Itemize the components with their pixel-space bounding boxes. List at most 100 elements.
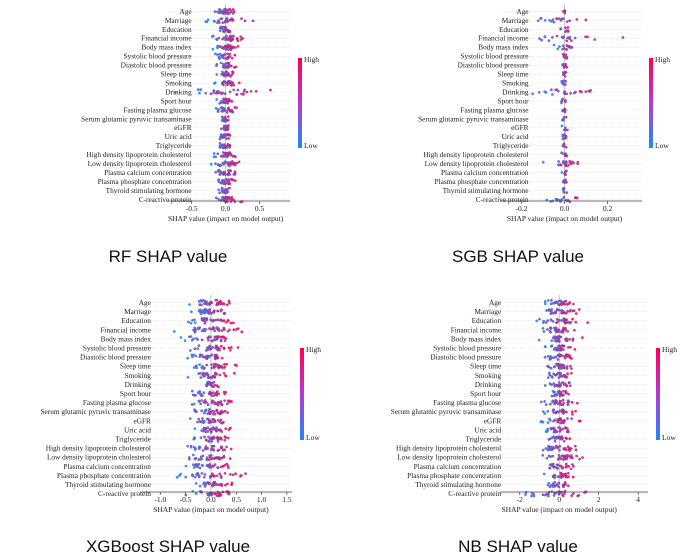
- shap-point: [569, 364, 572, 368]
- shap-point: [224, 81, 228, 85]
- shap-point: [200, 310, 204, 314]
- shap-point: [562, 311, 566, 315]
- shap-point: [551, 464, 554, 468]
- shap-point: [558, 394, 562, 398]
- shap-point: [225, 66, 229, 69]
- feature-label: Uric acid: [124, 425, 151, 434]
- feature-label: Thyroid stimulating hormone: [443, 186, 529, 195]
- shap-point: [557, 485, 561, 489]
- shap-point: [559, 383, 563, 386]
- shap-point: [561, 161, 565, 165]
- shap-point: [561, 144, 565, 147]
- shap-point: [205, 401, 208, 404]
- shap-point: [216, 169, 220, 173]
- shap-point: [206, 430, 210, 433]
- shap-point: [220, 430, 223, 433]
- x-tick-label: 2: [597, 495, 601, 504]
- shap-point: [551, 36, 554, 39]
- shap-point: [565, 48, 568, 51]
- shap-point: [207, 302, 211, 305]
- shap-point: [225, 177, 228, 181]
- shap-point: [551, 484, 555, 488]
- shap-point: [206, 18, 210, 22]
- feature-label: Uric acid: [165, 132, 192, 141]
- feature-label: Triglyceride: [465, 434, 501, 443]
- shap-point: [231, 473, 235, 477]
- shap-point: [217, 327, 220, 331]
- shap-point: [192, 453, 195, 457]
- shap-point: [568, 446, 572, 450]
- nb-colorbar-low-label: Low: [662, 433, 676, 442]
- shap-point: [207, 338, 210, 342]
- shap-point: [562, 71, 565, 74]
- sgb-colorbar-high-label: High: [655, 55, 670, 64]
- shap-point: [216, 449, 220, 452]
- shap-point: [536, 19, 540, 23]
- shap-point: [190, 310, 193, 314]
- shap-point: [197, 399, 201, 403]
- shap-point: [203, 409, 207, 413]
- shap-point: [562, 47, 566, 50]
- shap-point: [236, 88, 240, 92]
- shap-point: [196, 88, 200, 91]
- shap-point: [227, 428, 231, 431]
- shap-point: [541, 327, 545, 330]
- shap-point: [541, 493, 545, 497]
- shap-point: [227, 137, 231, 140]
- shap-point: [574, 312, 578, 315]
- shap-point: [213, 20, 216, 23]
- shap-point: [548, 373, 551, 377]
- shap-point: [237, 81, 241, 85]
- shap-point: [202, 391, 206, 394]
- shap-point: [200, 329, 204, 333]
- shap-point: [224, 427, 228, 431]
- shap-point: [215, 436, 219, 440]
- shap-point: [571, 412, 574, 416]
- shap-point: [228, 186, 231, 190]
- shap-point: [560, 124, 564, 128]
- shap-point: [222, 12, 226, 15]
- shap-point: [228, 90, 232, 94]
- feature-label: Sleep time: [498, 70, 529, 79]
- shap-point: [558, 373, 562, 376]
- shap-point: [550, 436, 554, 440]
- shap-point: [228, 79, 232, 83]
- shap-point: [216, 110, 220, 113]
- shap-point: [245, 90, 249, 94]
- shap-point: [220, 476, 223, 479]
- shap-point: [218, 21, 221, 24]
- shap-point: [203, 447, 207, 450]
- shap-point: [558, 418, 561, 422]
- shap-point: [225, 44, 229, 48]
- shap-point: [230, 400, 233, 403]
- shap-point: [207, 492, 211, 496]
- shap-point: [235, 93, 239, 96]
- shap-point: [193, 427, 197, 430]
- shap-point: [524, 491, 528, 494]
- shap-point: [210, 440, 214, 443]
- shap-point: [553, 339, 557, 342]
- shap-point: [568, 35, 572, 39]
- shap-point: [547, 39, 551, 42]
- shap-point: [232, 10, 236, 14]
- shap-point: [562, 301, 566, 305]
- shap-point: [210, 311, 213, 315]
- shap-point: [562, 408, 565, 412]
- shap-point: [550, 299, 553, 302]
- feature-label: Sleep time: [161, 70, 192, 79]
- shap-point: [561, 187, 565, 191]
- shap-point: [562, 65, 566, 68]
- shap-point: [228, 7, 232, 11]
- shap-point: [573, 348, 577, 351]
- shap-point: [543, 302, 547, 306]
- shap-point: [222, 53, 226, 57]
- shap-point: [213, 401, 217, 404]
- shap-point: [568, 354, 572, 358]
- shap-point: [550, 339, 554, 343]
- shap-point: [222, 346, 226, 350]
- shap-point: [172, 330, 176, 333]
- shap-point: [555, 320, 559, 324]
- shap-point: [564, 53, 568, 57]
